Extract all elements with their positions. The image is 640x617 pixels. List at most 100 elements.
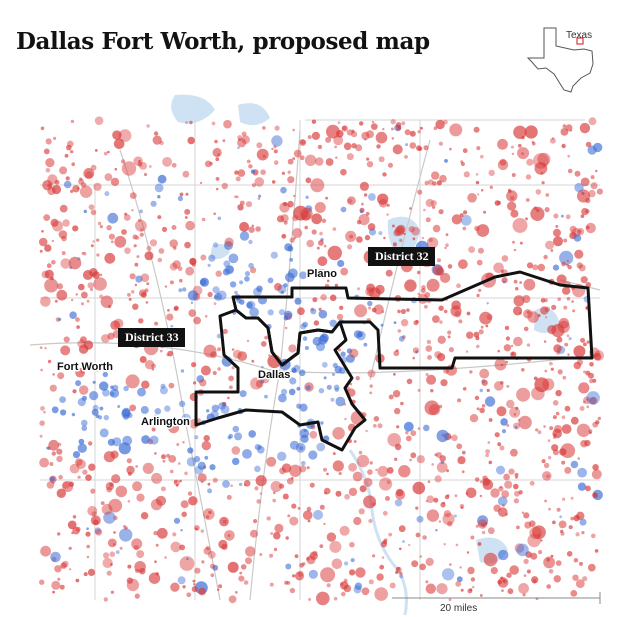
precinct-dot xyxy=(431,181,437,186)
precinct-dot xyxy=(45,167,51,173)
precinct-dot xyxy=(118,442,131,455)
precinct-dot xyxy=(251,183,256,188)
precinct-dot xyxy=(60,345,71,356)
precinct-dot xyxy=(299,271,307,280)
precinct-dot xyxy=(564,342,569,347)
precinct-dot xyxy=(423,145,429,151)
precinct-dot xyxy=(532,525,546,540)
precinct-dot xyxy=(227,561,239,573)
precinct-dot xyxy=(280,290,284,294)
precinct-dot xyxy=(59,204,68,213)
precinct-dot xyxy=(343,402,347,406)
precinct-dot xyxy=(521,511,525,514)
precinct-dot xyxy=(249,307,259,318)
precinct-dot xyxy=(58,230,68,239)
precinct-dot xyxy=(409,207,412,210)
precinct-dot xyxy=(305,177,312,184)
precinct-dot xyxy=(511,352,515,356)
precinct-dot xyxy=(85,531,91,537)
precinct-dot xyxy=(135,235,140,240)
precinct-dot xyxy=(162,157,173,167)
precinct-dot xyxy=(432,315,440,323)
precinct-dot xyxy=(205,546,210,551)
precinct-dot xyxy=(160,349,163,353)
precinct-dot xyxy=(60,562,67,569)
precinct-dot xyxy=(409,130,416,137)
precinct-dot xyxy=(291,367,297,373)
precinct-dot xyxy=(370,123,378,130)
precinct-dot xyxy=(201,217,206,222)
precinct-dot xyxy=(404,155,408,159)
precinct-dot xyxy=(81,252,85,255)
precinct-dot xyxy=(392,390,401,398)
precinct-dot xyxy=(200,365,211,376)
precinct-dot xyxy=(228,375,235,382)
precinct-dot xyxy=(476,259,483,266)
precinct-dot xyxy=(273,149,278,154)
precinct-dot xyxy=(157,257,163,263)
precinct-dot xyxy=(166,453,171,458)
precinct-dot xyxy=(78,344,89,354)
precinct-dot xyxy=(168,455,177,463)
precinct-dot xyxy=(588,372,594,379)
precinct-dot xyxy=(562,375,567,380)
precinct-dot xyxy=(462,387,467,391)
precinct-dot xyxy=(416,145,422,151)
precinct-dot xyxy=(526,158,534,166)
precinct-dot xyxy=(576,262,583,269)
precinct-dot xyxy=(162,459,166,463)
precinct-dot xyxy=(540,306,549,315)
precinct-dot xyxy=(484,522,488,525)
precinct-dot xyxy=(157,174,167,184)
precinct-dot xyxy=(494,432,500,438)
precinct-dot xyxy=(583,342,587,347)
precinct-dot xyxy=(516,525,520,530)
precinct-dot xyxy=(546,474,550,479)
precinct-dot xyxy=(366,157,370,161)
precinct-dot xyxy=(86,544,90,549)
precinct-dot xyxy=(555,225,559,228)
precinct-dot xyxy=(150,200,157,207)
precinct-dot xyxy=(75,380,82,387)
precinct-dot xyxy=(226,494,232,500)
precinct-dot xyxy=(396,566,401,571)
precinct-dot xyxy=(45,138,52,145)
precinct-dot xyxy=(550,249,554,252)
precinct-dot xyxy=(390,119,396,125)
precinct-dot xyxy=(516,543,529,557)
precinct-dot xyxy=(193,316,202,325)
precinct-dot xyxy=(224,265,234,275)
precinct-dot xyxy=(146,282,150,286)
precinct-dot xyxy=(466,331,474,339)
precinct-dot xyxy=(570,496,574,500)
precinct-dot xyxy=(430,389,434,393)
precinct-dot xyxy=(534,377,550,393)
precinct-dot xyxy=(146,124,150,128)
precinct-dot xyxy=(210,573,215,577)
precinct-dot xyxy=(319,333,329,343)
precinct-dot xyxy=(239,299,245,305)
precinct-dot xyxy=(438,305,444,311)
precinct-dot xyxy=(543,340,547,343)
precinct-dot xyxy=(172,260,181,269)
precinct-dot xyxy=(546,584,551,589)
precinct-dot xyxy=(269,582,274,587)
precinct-dot xyxy=(171,225,177,230)
precinct-dot xyxy=(353,516,362,526)
precinct-dot xyxy=(248,239,253,245)
precinct-dot xyxy=(69,311,77,320)
precinct-dot xyxy=(248,430,256,438)
precinct-dot xyxy=(90,209,97,216)
precinct-dot xyxy=(239,280,244,285)
precinct-dot xyxy=(585,282,592,288)
precinct-dot xyxy=(575,579,585,589)
precinct-dot xyxy=(561,424,572,434)
precinct-dot xyxy=(68,256,82,270)
precinct-dot xyxy=(164,405,171,412)
precinct-dot xyxy=(326,472,329,476)
precinct-dot xyxy=(424,400,440,416)
precinct-dot xyxy=(475,173,479,176)
precinct-dot xyxy=(53,136,57,140)
precinct-dot xyxy=(203,508,215,520)
precinct-dot xyxy=(482,475,488,481)
